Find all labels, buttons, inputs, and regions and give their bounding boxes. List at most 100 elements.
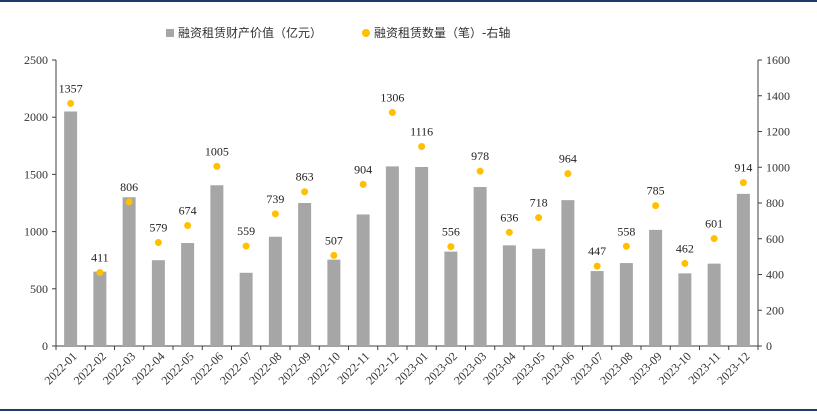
bar-value bbox=[561, 200, 575, 346]
count-point bbox=[213, 162, 221, 170]
bar-value bbox=[122, 197, 136, 346]
count-point bbox=[447, 243, 455, 251]
count-point bbox=[388, 109, 396, 117]
count-data-label: 1116 bbox=[410, 125, 433, 139]
count-point bbox=[154, 239, 162, 247]
count-data-label: 674 bbox=[179, 204, 197, 218]
count-data-label: 718 bbox=[530, 196, 548, 210]
bar-value bbox=[444, 251, 458, 346]
left-axis-tick-label: 2500 bbox=[24, 53, 48, 67]
count-point bbox=[125, 198, 133, 206]
legend-label-bar-series: 融资租赁财产价值（亿元） bbox=[178, 26, 323, 40]
count-data-label: 863 bbox=[296, 170, 314, 184]
left-axis-tick-label: 1500 bbox=[24, 167, 48, 181]
bar-value bbox=[385, 166, 399, 346]
count-point bbox=[652, 202, 660, 210]
count-data-label: 558 bbox=[617, 224, 635, 238]
count-point bbox=[476, 167, 484, 175]
legend-label-dot-series: 融资租赁数量（笔）-右轴 bbox=[374, 26, 511, 40]
count-point bbox=[622, 242, 630, 250]
x-axis-category-label: 2022-10 bbox=[305, 349, 343, 387]
bar-value bbox=[93, 271, 107, 346]
bar-value bbox=[473, 186, 487, 346]
count-data-label: 559 bbox=[237, 224, 255, 238]
count-data-label: 636 bbox=[500, 210, 518, 224]
count-point bbox=[330, 251, 338, 259]
x-axis-category-label: 2023-12 bbox=[714, 349, 752, 387]
count-data-label: 447 bbox=[588, 244, 606, 258]
axes-layer: 0 500 1000 1500 2000 2500 0 200 400 600 800 1000 120… bbox=[24, 53, 790, 387]
bar-value bbox=[502, 245, 516, 346]
count-data-label: 601 bbox=[705, 217, 723, 231]
right-axis-tick-label: 1400 bbox=[766, 89, 790, 103]
chart-legend: 融资租赁财产价值（亿元） 融资租赁数量（笔）-右轴 bbox=[166, 24, 550, 41]
bar-value bbox=[619, 263, 633, 346]
bar-value bbox=[268, 236, 282, 346]
bar-value bbox=[327, 259, 341, 346]
count-point bbox=[739, 179, 747, 187]
legend-dot-swatch bbox=[362, 28, 371, 37]
bars-layer bbox=[64, 111, 750, 346]
bar-value bbox=[181, 243, 195, 346]
right-axis-tick-label: 800 bbox=[766, 196, 784, 210]
count-data-label: 507 bbox=[325, 233, 343, 247]
count-point bbox=[710, 235, 718, 243]
bar-value bbox=[210, 185, 224, 346]
right-axis-tick-label: 1000 bbox=[766, 160, 790, 174]
legend-bar-swatch bbox=[166, 28, 174, 37]
count-data-label: 1306 bbox=[380, 91, 404, 105]
bar-value bbox=[649, 229, 663, 346]
legend-item-bar-series: 融资租赁财产价值（亿元） bbox=[166, 24, 322, 41]
right-axis-tick-label: 600 bbox=[766, 232, 784, 246]
count-data-label: 1005 bbox=[205, 144, 229, 158]
right-axis-tick-label: 1200 bbox=[766, 125, 790, 139]
left-axis-tick-label: 1000 bbox=[24, 225, 48, 239]
bar-value bbox=[415, 166, 429, 346]
points-layer bbox=[67, 99, 747, 277]
bar-value bbox=[707, 263, 721, 346]
count-point bbox=[96, 269, 104, 277]
count-data-label: 1357 bbox=[59, 81, 83, 95]
count-point bbox=[67, 99, 75, 107]
left-axis-tick-label: 0 bbox=[42, 339, 48, 353]
right-axis-tick-label: 0 bbox=[766, 339, 772, 353]
x-axis-category-label: 2023-10 bbox=[656, 349, 694, 387]
bar-value bbox=[590, 271, 604, 346]
count-data-label: 806 bbox=[120, 180, 138, 194]
count-data-label: 462 bbox=[676, 241, 694, 255]
left-axis-tick-label: 2000 bbox=[24, 110, 48, 124]
bar-value bbox=[239, 272, 253, 346]
bottom-border bbox=[0, 409, 817, 411]
count-point bbox=[184, 222, 192, 230]
count-point bbox=[564, 170, 572, 178]
bar-value bbox=[298, 203, 312, 346]
bar-value bbox=[532, 248, 546, 346]
bar-value bbox=[64, 111, 78, 346]
count-data-label: 904 bbox=[354, 162, 372, 176]
count-point bbox=[535, 214, 543, 222]
right-axis-tick-label: 200 bbox=[766, 303, 784, 317]
count-point bbox=[418, 143, 426, 151]
count-data-label: 556 bbox=[442, 225, 460, 239]
count-point bbox=[505, 228, 513, 236]
count-point bbox=[271, 210, 279, 218]
legend-item-dot-series: 融资租赁数量（笔）-右轴 bbox=[362, 24, 510, 41]
count-data-label: 579 bbox=[149, 221, 167, 235]
count-data-label: 914 bbox=[734, 161, 752, 175]
bar-value bbox=[736, 193, 750, 346]
data-labels-layer: 1357 411 806 579 674 1005 559 739 863 507 904 1306 1… bbox=[59, 81, 753, 264]
left-axis-tick-label: 500 bbox=[30, 282, 48, 296]
count-point bbox=[242, 242, 250, 250]
count-data-label: 978 bbox=[471, 149, 489, 163]
top-border bbox=[0, 0, 817, 2]
count-point bbox=[359, 180, 367, 188]
count-data-label: 739 bbox=[266, 192, 284, 206]
count-data-label: 411 bbox=[91, 251, 109, 265]
count-point bbox=[301, 188, 309, 196]
bar-value bbox=[678, 273, 692, 346]
count-point bbox=[593, 262, 601, 270]
right-axis-tick-label: 1600 bbox=[766, 53, 790, 67]
count-point bbox=[681, 259, 689, 267]
count-data-label: 785 bbox=[647, 184, 665, 198]
